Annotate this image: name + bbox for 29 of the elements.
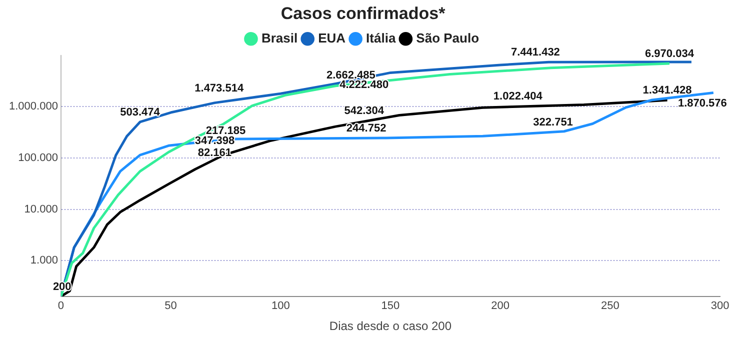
annotation: 542.304 [344,104,385,117]
annotation: 1.870.576 [678,97,727,110]
annotation: 1.341.428 [642,84,692,97]
annotation: 503.474 [120,106,161,119]
chart-title: Casos confirmados* [280,4,446,23]
y-tick-label: 1.000 [30,254,58,267]
legend-label: São Paulo [416,30,480,46]
x-tick-label: 300 [710,300,730,312]
annotation: 2.662.485 [326,69,376,82]
annotation: 244.752 [346,122,386,135]
x-tick-label: 250 [600,300,620,312]
annotation: 7.441.432 [510,46,560,59]
x-axis-title: Dias desde o caso 200 [329,319,452,334]
x-tick-label: 150 [381,300,400,312]
x-tick-label: 100 [271,300,290,312]
y-tick-label: 1.000.000 [9,100,58,113]
annotation: 6.970.034 [645,48,695,60]
legend-label: Itália [366,30,396,46]
annotation: 1.473.514 [194,82,244,95]
y-tick-label: 100.000 [18,152,58,164]
annotation: 82.161 [198,146,232,159]
annotation: 322.751 [533,116,573,128]
annotation: 1.022.404 [493,90,544,103]
legend-label: EUA [318,30,346,46]
x-tick-label: 200 [491,300,510,312]
x-tick-label: 0 [58,300,64,312]
legend-label: Brasil [261,30,298,46]
x-tick-label: 50 [164,300,177,312]
y-tick-label: 10.000 [24,203,58,216]
